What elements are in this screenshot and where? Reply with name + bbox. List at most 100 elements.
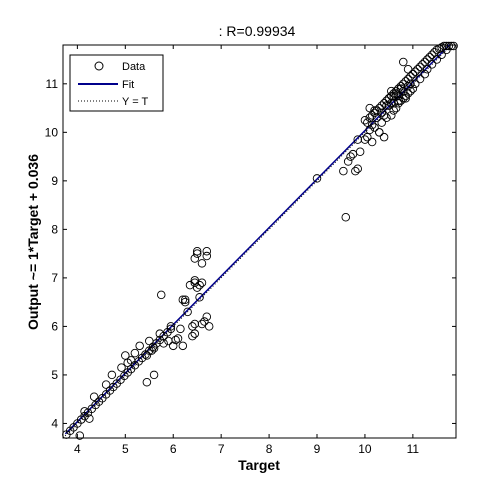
x-tick-label: 7 xyxy=(218,442,225,456)
data-point xyxy=(379,132,389,142)
data-point xyxy=(107,370,117,380)
data-point xyxy=(101,380,111,389)
data-point xyxy=(85,414,94,423)
data-point xyxy=(166,322,176,331)
data-point xyxy=(437,50,446,59)
data-point xyxy=(442,45,451,55)
y-axis-label: Output ~= 1*Target + 0.036 xyxy=(25,154,41,330)
data-point xyxy=(355,147,365,156)
y-axis-ticks: 4 5 6 7 8 9 10 11 xyxy=(45,77,456,430)
data-point xyxy=(202,251,212,261)
data-point xyxy=(117,363,126,372)
data-point xyxy=(370,123,379,132)
legend-label-data: Data xyxy=(122,61,146,73)
data-point xyxy=(341,212,351,222)
data-point xyxy=(403,65,413,74)
data-point xyxy=(353,135,363,144)
data-point xyxy=(420,69,430,79)
data-point xyxy=(178,341,188,351)
data-point xyxy=(411,79,420,89)
x-tick-label: 5 xyxy=(122,442,129,456)
data-point xyxy=(202,246,212,256)
data-point xyxy=(399,57,408,67)
data-point xyxy=(406,79,415,89)
data-point xyxy=(387,86,396,96)
identity-line xyxy=(62,44,452,439)
data-point xyxy=(204,322,214,331)
data-point xyxy=(363,132,372,142)
data-point xyxy=(195,280,204,290)
y-tick-label: 5 xyxy=(51,368,58,382)
data-point xyxy=(188,331,197,341)
data-point xyxy=(142,351,152,360)
data-point xyxy=(343,157,353,166)
data-point xyxy=(408,69,418,79)
data-point xyxy=(415,74,425,84)
y-tick-label: 7 xyxy=(51,271,58,285)
data-point xyxy=(156,290,166,300)
chart-title: : R=0.99934 xyxy=(219,23,296,39)
data-point xyxy=(384,101,394,110)
data-point xyxy=(202,312,212,321)
data-point xyxy=(178,295,188,304)
data-point xyxy=(149,343,159,353)
data-point xyxy=(195,293,204,302)
data-point xyxy=(180,295,190,304)
data-point xyxy=(449,41,458,51)
data-point xyxy=(147,346,156,355)
data-point xyxy=(375,128,384,137)
data-point xyxy=(80,407,89,416)
x-tick-label: 6 xyxy=(170,442,177,456)
x-tick-label: 11 xyxy=(407,442,420,456)
y-tick-label: 9 xyxy=(51,174,58,188)
data-point xyxy=(190,254,200,263)
data-point xyxy=(351,166,360,176)
data-point xyxy=(75,431,85,440)
data-point xyxy=(370,106,379,115)
legend-label-identity: Y = T xyxy=(122,96,148,108)
data-point xyxy=(346,152,355,161)
legend: Data Fit Y = T xyxy=(69,54,164,112)
data-point xyxy=(190,276,200,285)
data-point xyxy=(403,89,413,98)
x-tick-label: 8 xyxy=(266,442,273,456)
data-point xyxy=(427,60,437,69)
x-axis-label: Target xyxy=(238,457,280,473)
x-axis-ticks: 4 5 6 7 8 9 10 11 xyxy=(74,45,419,456)
x-tick-label: 4 xyxy=(74,442,81,456)
data-point xyxy=(367,120,377,130)
data-point xyxy=(145,336,154,346)
data-point xyxy=(135,341,144,351)
data-point xyxy=(427,50,437,59)
data-point xyxy=(394,91,403,101)
data-point xyxy=(391,89,401,98)
data-point xyxy=(367,137,377,147)
data-point xyxy=(432,55,442,64)
data-point xyxy=(192,249,202,258)
data-point xyxy=(422,65,432,74)
data-point xyxy=(159,339,168,348)
data-point xyxy=(413,65,422,74)
data-point xyxy=(422,55,432,64)
data-point xyxy=(168,341,178,351)
y-tick-label: 6 xyxy=(51,319,58,333)
y-tick-label: 8 xyxy=(51,222,58,236)
data-point xyxy=(180,297,190,307)
data-point xyxy=(173,334,183,343)
y-tick-label: 11 xyxy=(46,77,59,91)
data-point xyxy=(171,335,180,345)
data-point xyxy=(353,164,363,173)
data-point xyxy=(190,319,200,329)
data-point xyxy=(312,174,322,183)
data-point xyxy=(149,370,159,380)
data-point xyxy=(200,317,209,326)
legend-data-marker xyxy=(94,61,104,71)
data-point xyxy=(401,77,410,86)
data-point xyxy=(389,98,398,108)
data-point xyxy=(360,115,370,125)
data-point xyxy=(89,392,99,402)
data-point xyxy=(197,259,207,268)
legend-label-fit: Fit xyxy=(122,79,134,91)
data-points xyxy=(62,41,458,440)
